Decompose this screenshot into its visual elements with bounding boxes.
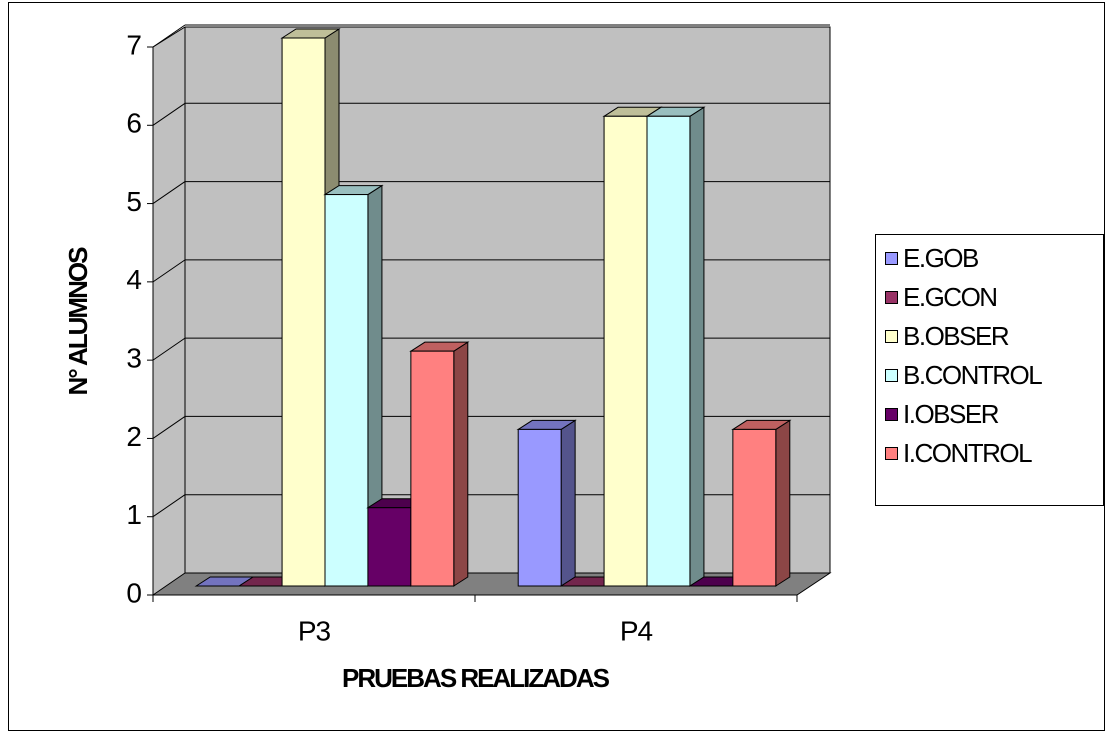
legend — [875, 234, 1104, 506]
bar-side — [453, 341, 469, 587]
legend-swatch — [885, 330, 898, 343]
wall — [153, 27, 830, 595]
bar — [367, 507, 412, 587]
legend-label: E.GCON — [903, 282, 997, 312]
y-tick-label: 6 — [126, 108, 141, 139]
grid-line — [152, 494, 186, 518]
grid-line — [152, 337, 186, 361]
legend-swatch — [885, 447, 898, 460]
grid-line — [152, 102, 186, 126]
bar-side — [689, 106, 705, 587]
grid-line — [152, 416, 186, 439]
y-tick-label: 5 — [126, 186, 141, 217]
legend-label: B.CONTROL — [903, 360, 1042, 390]
legend-swatch — [885, 369, 898, 382]
legend-label: E.GOB — [903, 243, 978, 273]
legend-swatch — [885, 291, 898, 304]
y-axis-label: N° ALUMNOS — [63, 247, 93, 396]
bar — [517, 428, 562, 587]
legend-swatch — [885, 252, 898, 265]
grid-line — [152, 181, 186, 204]
bar — [603, 115, 648, 587]
wall-edge — [152, 26, 831, 573]
bar — [646, 115, 691, 587]
legend-swatch — [885, 408, 898, 421]
y-tick-label: 1 — [126, 499, 141, 530]
bar-side — [775, 419, 791, 587]
bar — [324, 194, 369, 587]
bar — [410, 350, 455, 587]
legend-label: B.OBSER — [903, 321, 1009, 351]
x-tick-label: P3 — [298, 615, 331, 646]
bar — [281, 37, 326, 587]
bar — [732, 428, 777, 587]
x-axis-label: PRUEBAS REALIZADAS — [342, 663, 610, 693]
y-tick-label: 7 — [126, 29, 141, 60]
y-tick-label: 4 — [126, 264, 141, 295]
bar-side — [560, 419, 576, 587]
legend-label: I.OBSER — [903, 399, 999, 429]
legend-label: I.CONTROL — [903, 438, 1032, 468]
grid-line — [152, 24, 186, 48]
x-tick-label: P4 — [620, 615, 653, 646]
y-tick-label: 3 — [126, 343, 141, 374]
y-tick-label: 2 — [126, 421, 141, 452]
grid-line — [152, 259, 186, 283]
y-tick-label: 0 — [126, 577, 141, 608]
